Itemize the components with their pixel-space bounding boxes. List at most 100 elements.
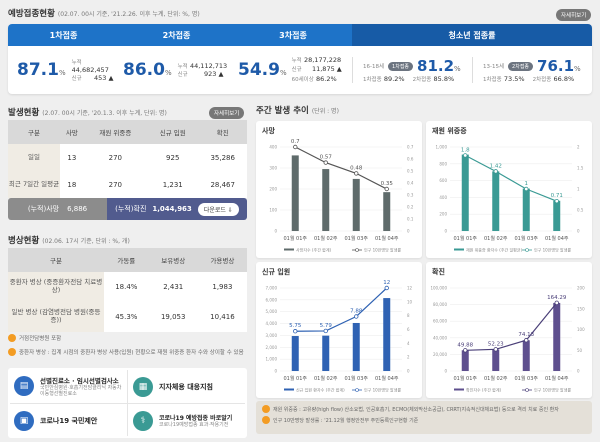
y-tick-label: 100,000 xyxy=(430,286,447,291)
data-label: 7.88 xyxy=(350,308,363,314)
x-tick-label: 01월 04주 xyxy=(375,235,399,242)
legend-line-marker xyxy=(355,388,359,392)
y2-tick-label: 0 xyxy=(407,369,410,374)
col-header: 구분 xyxy=(8,248,104,272)
cumulative-deaths: (누적)사망 6,886 xyxy=(8,198,107,220)
bar xyxy=(322,169,330,231)
y-tick-label: 600 xyxy=(439,178,447,183)
y-tick-label: 300 xyxy=(269,166,277,171)
y2-tick-label: 0.5 xyxy=(577,208,584,213)
dose3-stat: 54.9% 누적 28,177,228 신규 11,875 ▲ 60세이상 86.2… xyxy=(238,55,342,83)
y2-tick-label: 1 xyxy=(577,187,580,192)
legend-label: 인구 10만명당 발생률 xyxy=(364,387,401,393)
link-local-guidelines[interactable]: ▦ 지자체용 대응지침 xyxy=(133,376,243,398)
link-vaccination-info[interactable]: ⚕ 코로나19 예방접종 바로알기 코로나19예방접종 효과·작용기전 xyxy=(133,408,245,434)
vaccination-more-button[interactable]: 자세히보기 xyxy=(556,9,592,21)
legend-label: 신규 입원 환자수 (주간 합계) xyxy=(296,387,345,393)
rate-line xyxy=(295,287,388,332)
bar xyxy=(383,192,391,231)
y2-tick-label: 0.4 xyxy=(407,181,414,186)
legend-label: 인구 10만명당 발생률 xyxy=(534,387,571,393)
col-header: 구분 xyxy=(8,120,60,144)
bar xyxy=(522,188,530,231)
rate-point xyxy=(384,186,389,192)
link-citizen-proposal[interactable]: ▣ 코로나19 국민제안 xyxy=(14,409,124,433)
data-label: 0.48 xyxy=(350,165,363,171)
y2-tick-label: 10 xyxy=(407,299,413,304)
bar xyxy=(553,200,561,231)
id-card-icon: ▣ xyxy=(14,411,34,431)
speaker-icon xyxy=(8,348,16,356)
x-tick-label: 01월 04주 xyxy=(545,375,569,382)
tab-dose2[interactable]: 2차접종 xyxy=(119,24,234,46)
occurrence-more-button[interactable]: 자세히보기 xyxy=(209,107,245,119)
data-label: 0.71 xyxy=(551,193,563,199)
data-label: 52.23 xyxy=(488,341,504,347)
y-tick-label: 800 xyxy=(439,161,447,166)
data-label: 0.35 xyxy=(381,181,394,187)
dose2-stat: 86.0% 누적 44,112,713 신규 923 ▲ xyxy=(123,60,228,80)
x-tick-label: 01월 03주 xyxy=(344,235,368,242)
x-tick-label: 01월 03주 xyxy=(344,375,368,382)
y2-tick-label: 4 xyxy=(407,341,410,346)
dose1-stat: 87.1% 누적 44,682,457 신규 453 ▲ xyxy=(17,60,114,82)
bar xyxy=(383,298,391,371)
legend-label: 사망자수 (주간 합계) xyxy=(296,247,332,253)
data-label: 1 xyxy=(525,181,529,187)
x-tick-label: 01월 01주 xyxy=(453,375,477,382)
y2-tick-label: 12 xyxy=(407,286,413,291)
rate-point xyxy=(493,347,498,352)
bar xyxy=(553,302,561,371)
speaker-icon xyxy=(262,416,270,424)
x-tick-label: 01월 04주 xyxy=(545,235,569,242)
y2-tick-label: 1.5 xyxy=(577,166,584,171)
occurrence-title: 발생현황 (2.07. 00시 기준, '20.1.3. 이후 누계, 단위: 명… xyxy=(8,108,167,118)
y-tick-label: 0 xyxy=(444,229,447,234)
col-header: 확진 xyxy=(198,120,247,144)
clipboard-icon: ▤ xyxy=(14,376,34,396)
x-tick-label: 01월 01주 xyxy=(453,235,477,242)
y2-tick-label: 0.6 xyxy=(407,157,414,162)
x-tick-label: 01월 02주 xyxy=(314,375,338,382)
y2-tick-label: 150 xyxy=(577,306,585,311)
bar xyxy=(352,178,360,231)
y2-tick-label: 0 xyxy=(577,369,580,374)
bar xyxy=(291,155,299,231)
rate-point xyxy=(354,314,359,319)
y2-tick-label: 200 xyxy=(577,286,585,291)
y-tick-label: 0 xyxy=(444,369,447,374)
link-screening-clinic[interactable]: ▤ 선별진료소 · 임시선별검사소 국민안심병원·호흡기전담클리닉 자동차이동형선별… xyxy=(14,371,124,401)
y-tick-label: 5,000 xyxy=(266,309,278,314)
y2-tick-label: 0.3 xyxy=(407,193,414,198)
x-tick-label: 01월 03주 xyxy=(514,375,538,382)
tab-dose3[interactable]: 3차접종 xyxy=(234,24,352,46)
y2-tick-label: 0 xyxy=(407,229,410,234)
beds-note: 중환자 병상 : 집계 시점의 중환자 병상 사용(입원) 현황으로 재원 위중… xyxy=(8,348,244,356)
chart-confirmed: 확진 0 20,000 40,000 60,000 80,000 100,000 0 50 100… xyxy=(426,262,592,398)
y-tick-label: 200 xyxy=(269,187,277,192)
download-button[interactable]: 다운로드 ⇩ xyxy=(197,202,239,216)
rate-point xyxy=(554,300,559,306)
y2-tick-label: 0.5 xyxy=(407,169,414,174)
x-tick-label: 01월 02주 xyxy=(484,375,508,382)
y2-tick-label: 100 xyxy=(577,327,585,332)
legend-label: 재원 위중증 환자수 (주간 일평균) xyxy=(466,247,522,253)
building-icon: ▦ xyxy=(133,377,153,397)
y2-tick-label: 2 xyxy=(407,355,410,360)
tab-teen[interactable]: 청소년 접종률 xyxy=(352,24,592,46)
rate-point xyxy=(384,285,389,291)
weekly-notes: 재원 위중증 : 고유량(high flow) 산소요법, 인공호흡기, ECM… xyxy=(256,401,592,434)
bar xyxy=(291,336,299,371)
chart-admissions: 신규 입원 0 1,000 2,000 3,000 4,000 5,000 6,000 7,00… xyxy=(256,262,422,398)
y-tick-label: 400 xyxy=(439,195,447,200)
x-tick-label: 01월 01주 xyxy=(283,375,307,382)
y-tick-label: 1,000 xyxy=(436,145,448,150)
y2-tick-label: 6 xyxy=(407,327,410,332)
y-tick-label: 3,000 xyxy=(266,333,278,338)
rate-point xyxy=(293,144,298,150)
y2-tick-label: 8 xyxy=(407,313,410,318)
data-label: 0.57 xyxy=(320,155,333,161)
y2-tick-label: 0.7 xyxy=(407,145,414,150)
legend-bar-swatch xyxy=(284,248,294,251)
tab-dose1[interactable]: 1차접종 xyxy=(8,24,119,46)
